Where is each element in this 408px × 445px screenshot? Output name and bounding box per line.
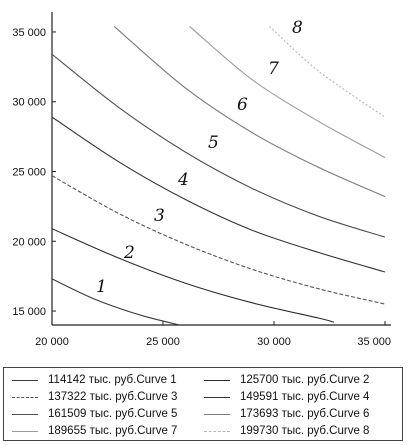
x-tick-label: 35 000 [357, 336, 391, 348]
chart-axes: 15 000 20 000 25 000 30 000 35 000 20 000 25 0… [12, 12, 391, 348]
chart-curves [52, 25, 386, 325]
y-tick-label: 15 000 [12, 306, 46, 318]
legend-label: 125700 тыс. руб.Curve 2 [240, 374, 370, 386]
series-line-curve-7 [189, 25, 386, 158]
legend-swatch [204, 397, 230, 398]
y-tick-label: 20 000 [12, 236, 46, 248]
curve-annotation-3: 3 [154, 206, 165, 226]
legend-label: 149591 тыс. руб.Curve 4 [240, 391, 370, 403]
y-tick-label: 30 000 [12, 97, 46, 109]
legend-swatch [12, 431, 38, 432]
legend-swatch [204, 431, 230, 432]
legend-label: 161509 тыс. руб.Curve 5 [48, 408, 178, 420]
series-line-curve-5 [52, 53, 386, 238]
legend-swatch [204, 380, 230, 381]
curve-annotation-6: 6 [237, 95, 248, 115]
y-tick-label: 25 000 [12, 167, 46, 179]
chart-canvas: 15 000 20 000 25 000 30 000 35 000 20 000 25 0… [12, 12, 391, 348]
y-tick-label: 35 000 [12, 27, 46, 39]
curve-annotation-1: 1 [96, 277, 107, 297]
legend-label: 189655 тыс. руб.Curve 7 [48, 425, 178, 437]
legend-label: 114142 тыс. руб.Curve 1 [48, 374, 177, 386]
series-line-curve-8 [269, 25, 386, 118]
x-tick-label: 20 000 [35, 336, 69, 348]
series-line-curve-4 [52, 116, 386, 273]
legend-swatch [12, 397, 38, 398]
series-line-curve-6 [113, 25, 386, 198]
x-tick-label: 30 000 [257, 336, 291, 348]
curve-annotation-8: 8 [292, 18, 303, 38]
legend-swatch [204, 414, 230, 415]
series-line-curve-3 [52, 175, 386, 305]
curve-annotation-7: 7 [268, 59, 279, 79]
curve-annotation-5: 5 [208, 133, 219, 153]
series-line-curve-2 [52, 228, 335, 323]
legend-swatch [12, 414, 38, 415]
curve-annotation-4: 4 [177, 170, 189, 190]
legend-label: 173693 тыс. руб.Curve 6 [240, 408, 370, 420]
curve-annotation-2: 2 [123, 243, 135, 263]
legend-label: 137322 тыс. руб.Curve 3 [48, 391, 178, 403]
chart-legend: 114142 тыс. руб.Curve 1 125700 тыс. руб.C… [3, 367, 403, 441]
legend-label: 199730 тыс. руб.Curve 8 [240, 425, 370, 437]
legend-swatch [12, 380, 38, 381]
series-line-curve-1 [52, 278, 182, 325]
x-tick-label: 25 000 [146, 336, 180, 348]
